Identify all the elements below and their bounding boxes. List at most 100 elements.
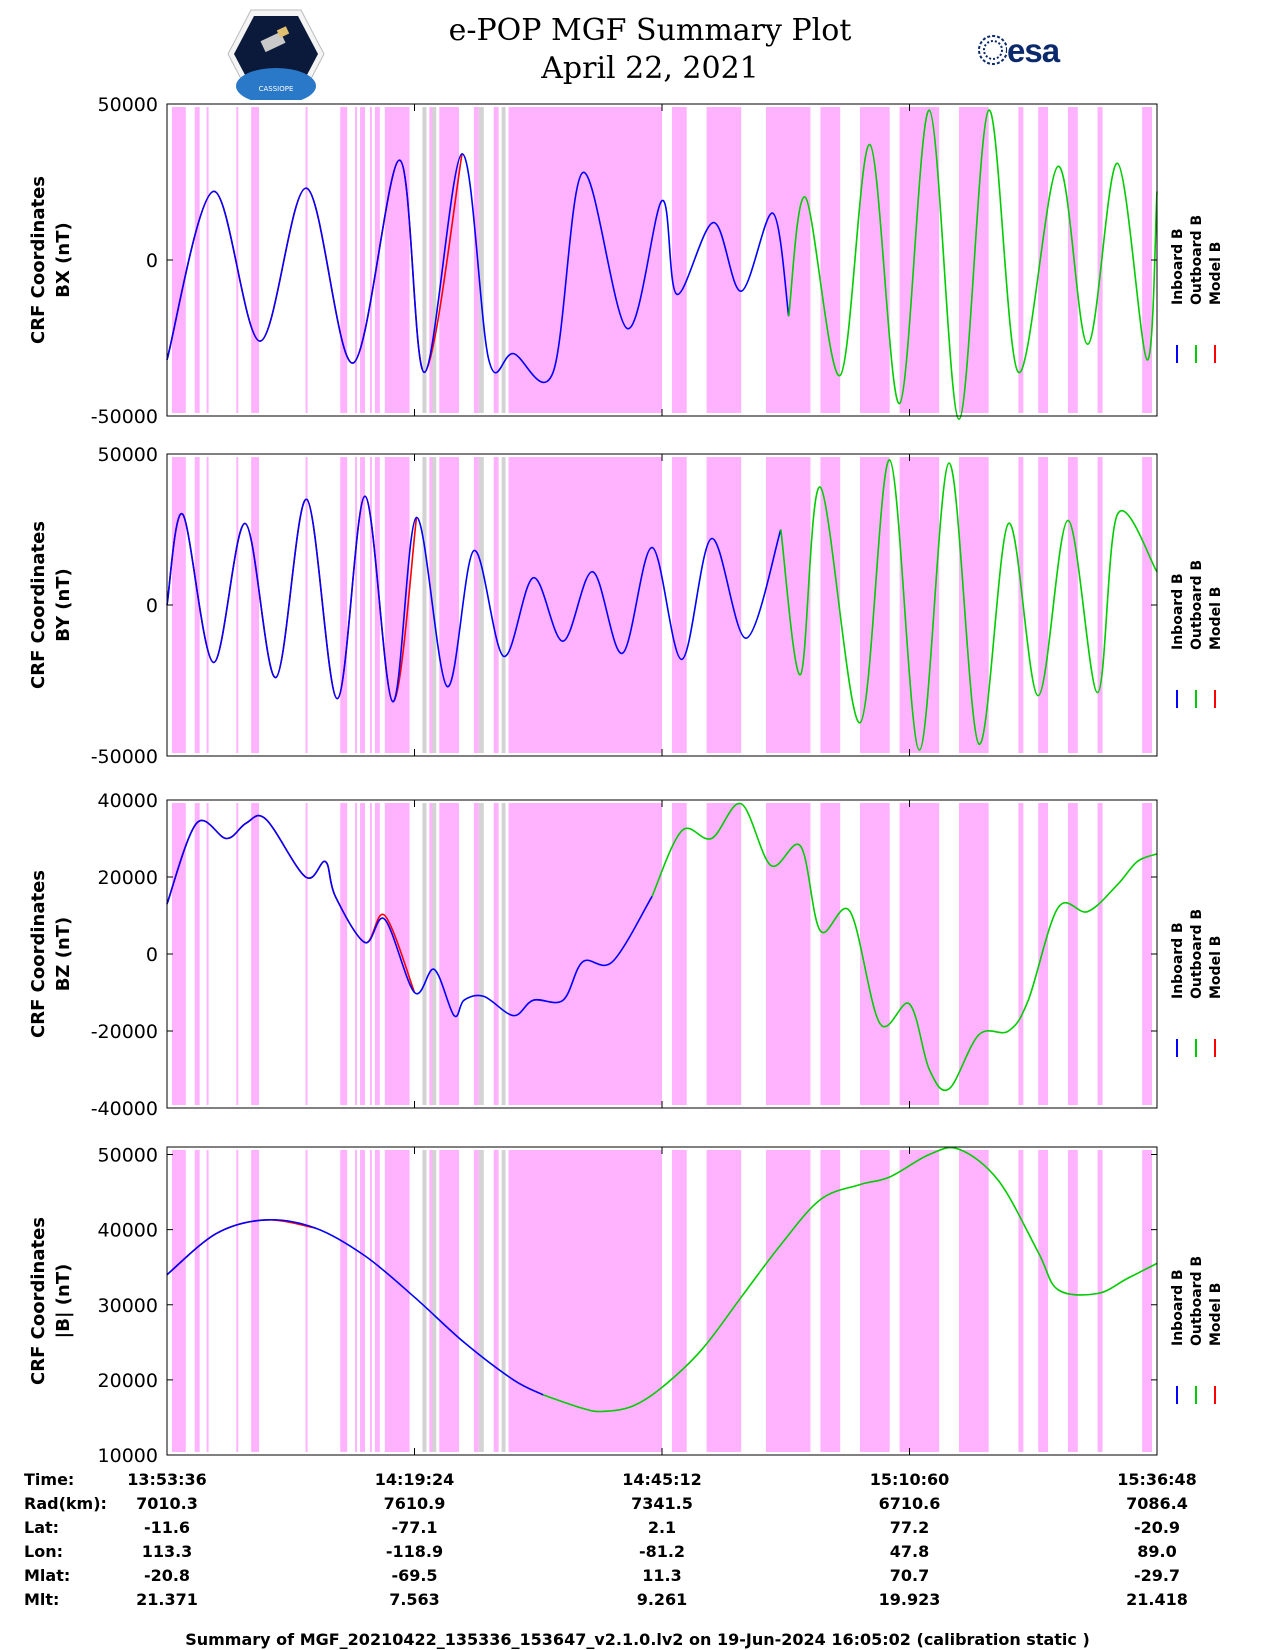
shade-band (384, 107, 410, 413)
shade-band (508, 457, 662, 753)
shade-band (305, 803, 308, 1105)
shade-band (355, 1150, 358, 1452)
shade-band-gray (422, 107, 427, 413)
shade-band (194, 457, 200, 753)
shade-band (473, 107, 479, 413)
shade-band (765, 107, 811, 413)
y-tick-label: 20000 (98, 867, 158, 889)
shade-band (899, 1150, 940, 1452)
shade-band (493, 457, 499, 753)
table-cell: 7610.9 (383, 1494, 446, 1513)
table-cell: 15:10:60 (869, 1470, 950, 1489)
shade-band (1067, 457, 1078, 753)
table-row-label: Lat: (24, 1518, 60, 1537)
shade-band (369, 107, 372, 413)
shade-band (765, 803, 811, 1105)
shade-band (374, 457, 380, 753)
shade-band-gray (432, 1150, 437, 1452)
shade-band (1142, 457, 1153, 753)
table-cell: 21.418 (1126, 1590, 1188, 1609)
shade-band-gray (478, 107, 484, 413)
table-cell: 13:53:36 (127, 1470, 207, 1489)
series-line-inboard-b (166, 153, 790, 383)
shade-band (384, 803, 410, 1105)
series-line-model-b (166, 1219, 316, 1276)
shade-band (860, 1150, 890, 1452)
shade-band (360, 107, 365, 413)
shade-band (251, 457, 260, 753)
table-cell: -11.6 (143, 1518, 191, 1537)
y-tick-label: -50000 (91, 406, 158, 428)
shade-band (820, 1150, 841, 1452)
y-tick-label: 50000 (98, 444, 158, 466)
shade-band-gray (422, 1150, 427, 1452)
shade-band (493, 1150, 499, 1452)
shade-band-gray (432, 457, 437, 753)
shade-band (508, 107, 662, 413)
shade-band (194, 803, 200, 1105)
table-row-label: Rad(km): (24, 1494, 107, 1513)
shade-band (765, 1150, 811, 1452)
series-line-outboard-b (651, 802, 1158, 1091)
panel-4: 50000 40000 30000 20000 10000 CRF Coordinates… (28, 1145, 1224, 1467)
series-line-outboard-b (780, 459, 1158, 751)
y-axis-label: CRF Coordinates (28, 870, 49, 1038)
shade-band (384, 457, 410, 753)
shade-band (959, 457, 989, 753)
shade-band-gray (501, 457, 506, 753)
shade-band (429, 803, 435, 1105)
shade-band (959, 803, 989, 1105)
shade-band (340, 457, 348, 753)
legend-label: Outboard B (1189, 560, 1205, 650)
panel-3: 40000 20000 0 -20000 -40000 CRF Coordinates BZ… (28, 790, 1224, 1120)
shade-band (493, 107, 499, 413)
shade-band (171, 457, 186, 753)
shade-band (236, 1150, 239, 1452)
series-line-inboard-b (166, 495, 782, 703)
table-row-label: Mlat: (24, 1566, 71, 1585)
table-cell: -20.8 (143, 1566, 191, 1585)
shade-band (171, 1150, 186, 1452)
shade-band (369, 803, 372, 1105)
y-tick-label: -50000 (91, 746, 158, 768)
table-cell: 7010.3 (136, 1494, 198, 1513)
esa-logo-text: esa (1007, 32, 1060, 69)
shade-band (369, 1150, 372, 1452)
shade-band (508, 803, 662, 1105)
y-tick-label: 0 (146, 595, 158, 617)
shade-band (340, 107, 348, 413)
table-cell: 2.1 (647, 1518, 677, 1537)
legend-label: Outboard B (1189, 215, 1205, 305)
y-tick-label: 0 (146, 944, 158, 966)
table-cell: 47.8 (889, 1542, 930, 1561)
shade-band (1018, 803, 1024, 1105)
shade-band (899, 457, 940, 753)
shade-band (1097, 107, 1103, 413)
shade-band (1067, 1150, 1078, 1452)
shade-band-gray (478, 1150, 484, 1452)
shade-band (251, 1150, 260, 1452)
shade-band (671, 107, 687, 413)
table-cell: -69.5 (391, 1566, 438, 1585)
shade-band (1018, 1150, 1024, 1452)
shade-band (1018, 107, 1024, 413)
legend-label: Outboard B (1189, 909, 1205, 999)
shade-band (820, 803, 841, 1105)
shade-band (369, 457, 372, 753)
shade-band (355, 803, 358, 1105)
plot-date: April 22, 2021 (541, 51, 759, 86)
table-cell: 11.3 (642, 1566, 682, 1585)
y-tick-label: 40000 (98, 1220, 158, 1242)
y-axis-label: CRF Coordinates (28, 1217, 49, 1385)
shade-band-gray (432, 803, 437, 1105)
table-cell: -77.1 (391, 1518, 438, 1537)
shade-band (706, 457, 742, 753)
shade-band (1142, 1150, 1153, 1452)
table-cell: 77.2 (889, 1518, 930, 1537)
shade-band-gray (501, 107, 506, 413)
shade-band-gray (478, 457, 484, 753)
series-line-outboard-b (542, 1146, 1158, 1413)
shade-band (360, 1150, 365, 1452)
shade-band (439, 803, 460, 1105)
